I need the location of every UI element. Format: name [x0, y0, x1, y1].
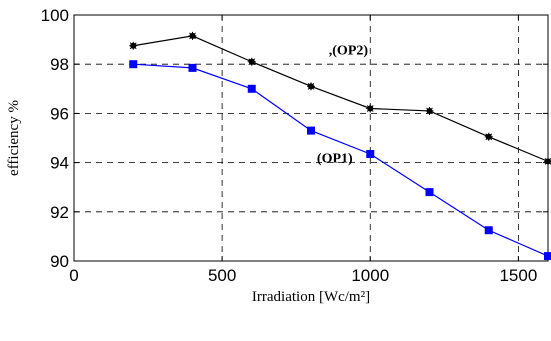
- series-2-point: [544, 252, 551, 261]
- series-layer: [129, 31, 551, 261]
- annotation-2: (OP1): [317, 152, 353, 167]
- y-tick-label: 90: [50, 252, 69, 271]
- series-2-point: [247, 84, 256, 93]
- x-axis-label: Irradiation [Wc/m²]: [252, 289, 370, 305]
- y-tick-label: 94: [50, 154, 69, 173]
- series-2-point: [425, 188, 434, 197]
- series-1-line: [133, 35, 549, 162]
- y-tick-label: 100: [41, 6, 69, 25]
- series-2-point: [484, 226, 493, 235]
- plot-frame: [73, 14, 549, 262]
- series-1-point: [544, 157, 551, 166]
- series-2-point: [188, 63, 197, 72]
- series-1: [129, 31, 551, 166]
- x-tick-label: 1000: [351, 266, 389, 285]
- series-2-point: [129, 60, 138, 69]
- series-2-line: [133, 63, 549, 257]
- series-2: [129, 60, 551, 261]
- series-1-point: [188, 31, 197, 40]
- grid-lines: [74, 15, 548, 261]
- y-tick-label: 98: [50, 55, 69, 74]
- series-1-point: [307, 82, 315, 91]
- y-axis-label: efficiency %: [6, 100, 22, 176]
- annotation-1: ,(OP2): [329, 43, 369, 58]
- series-1-point: [129, 41, 138, 50]
- series-1-point: [484, 132, 493, 141]
- series-1-point: [247, 57, 256, 66]
- axis-ticks: 0 500 1000 1500 90 92 94 96 98 100: [41, 6, 548, 285]
- y-tick-label: 92: [50, 203, 69, 222]
- x-tick-label: 500: [208, 266, 236, 285]
- y-tick-label: 96: [50, 104, 69, 123]
- x-tick-label: 0: [69, 266, 78, 285]
- series-1-point: [425, 106, 434, 115]
- series-2-point: [366, 149, 375, 158]
- x-tick-label: 1500: [499, 266, 537, 285]
- series-1-point: [366, 104, 375, 113]
- series-2-point: [307, 126, 315, 135]
- annotations: ,(OP2) (OP1): [317, 43, 368, 166]
